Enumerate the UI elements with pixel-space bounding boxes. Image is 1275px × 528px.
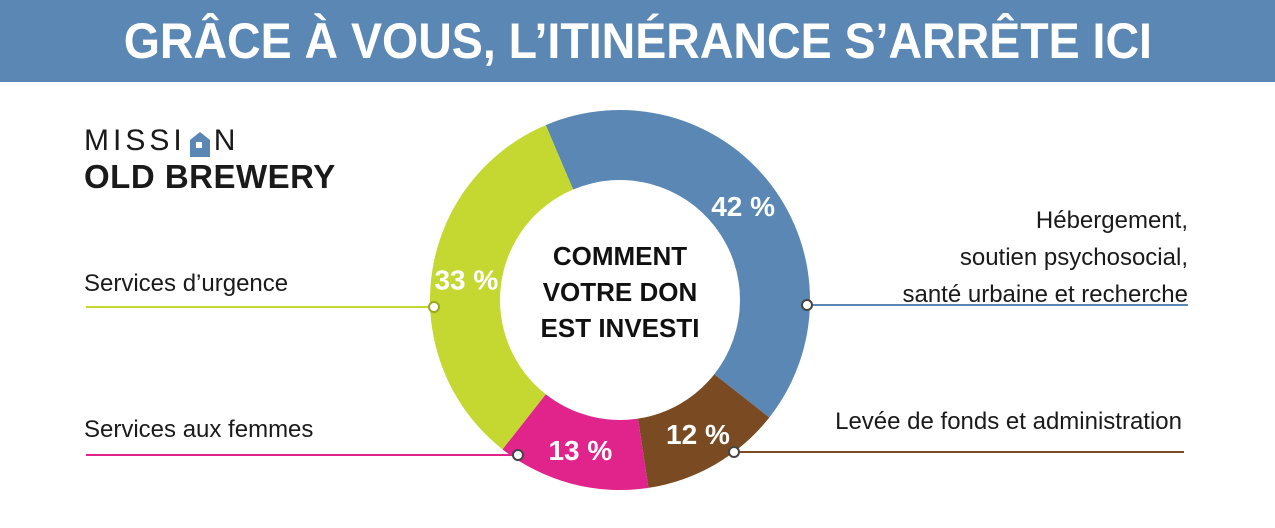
slice-levee-de-fonds — [637, 374, 770, 488]
leader-dot-levee-de-fonds — [728, 446, 740, 458]
center-line-2: VOTRE DON — [542, 277, 698, 307]
value-label-services-femmes: 13 % — [548, 435, 612, 466]
house-icon — [189, 130, 211, 158]
label-hebergement-line-1: Hébergement, — [1035, 207, 1188, 234]
chart-center-label: COMMENT VOTRE DON EST INVESTI — [520, 238, 720, 346]
leader-dot-services-femmes — [512, 449, 524, 461]
label-hebergement-line-3: santé urbaine et recherche — [902, 281, 1188, 308]
page-title: GRÂCE À VOUS, L’ITINÉRANCE S’ARRÊTE ICI — [123, 13, 1152, 69]
label-hebergement-line-2: soutien psychosocial, — [959, 244, 1188, 271]
value-label-services-urgence: 33 % — [434, 265, 498, 296]
logo-text-missi: MISSI — [84, 124, 186, 157]
logo-line-2: OLD BREWERY — [84, 158, 336, 195]
title-banner: GRÂCE À VOUS, L’ITINÉRANCE S’ARRÊTE ICI — [0, 0, 1275, 82]
slice-hebergement — [545, 110, 811, 418]
logo-text-n: N — [213, 124, 240, 157]
label-hebergement: Hébergement, soutien psychosocial, santé… — [902, 202, 1188, 313]
mission-old-brewery-logo: MISSI N OLD BREWERY — [84, 120, 384, 200]
leader-dot-services-urgence — [428, 301, 440, 313]
value-label-hebergement: 42 % — [711, 191, 775, 222]
center-line-3: EST INVESTI — [540, 313, 700, 343]
value-label-levee-de-fonds: 12 % — [666, 419, 730, 450]
leader-dot-hebergement — [801, 299, 813, 311]
label-levee-de-fonds: Levée de fonds et administration — [835, 408, 1182, 435]
label-services-femmes: Services aux femmes — [84, 416, 314, 443]
slice-services-femmes — [502, 394, 649, 490]
logo-line-1: MISSI N — [84, 124, 239, 158]
label-services-urgence: Services d’urgence — [84, 270, 289, 297]
center-line-1: COMMENT — [552, 241, 688, 271]
slice-services-urgence — [430, 125, 574, 450]
